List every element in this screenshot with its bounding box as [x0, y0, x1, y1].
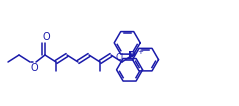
Text: +: +: [137, 49, 143, 55]
Text: Cl: Cl: [116, 54, 124, 63]
Text: ⁻: ⁻: [126, 53, 130, 59]
Text: O: O: [42, 32, 50, 42]
Text: P: P: [128, 51, 136, 61]
Text: O: O: [30, 63, 38, 73]
